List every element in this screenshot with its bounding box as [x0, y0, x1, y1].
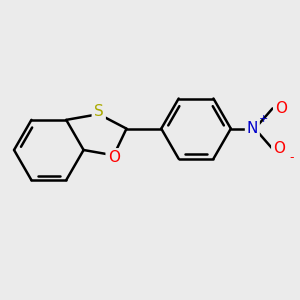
Text: -: -	[289, 151, 294, 164]
Text: N: N	[247, 121, 258, 136]
Text: S: S	[94, 104, 104, 119]
Text: +: +	[258, 113, 268, 124]
Text: O: O	[273, 141, 285, 156]
Text: O: O	[275, 101, 287, 116]
Text: O: O	[108, 150, 120, 165]
